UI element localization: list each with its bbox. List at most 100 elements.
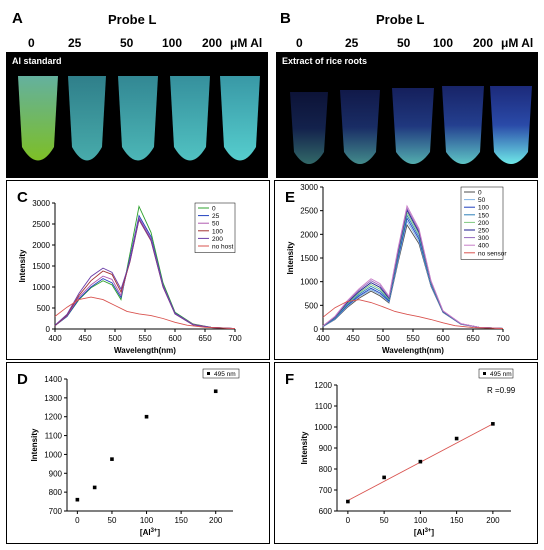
- conc-b-3: 100: [433, 36, 454, 50]
- photo-label-b: Extract of rice roots: [282, 56, 368, 66]
- y-tick-label-d: 900: [49, 469, 63, 478]
- legend-label-d: 495 nm: [214, 371, 236, 378]
- x-tick-label-e: 550: [406, 334, 420, 343]
- legend-box-e: [460, 186, 504, 260]
- data-point-d-2: [110, 457, 114, 461]
- legend-label-e-6: 300: [478, 235, 489, 242]
- y-tick-label-e: 500: [305, 301, 319, 310]
- tube-a-2: [118, 76, 158, 161]
- x-tick-label-d: 100: [140, 516, 154, 525]
- legend-label-c-4: 200: [212, 236, 223, 243]
- legend-label-e-1: 50: [478, 197, 486, 204]
- chart-panel-d: D 0 50 100 150 200 700 800 900 1000 1100 1200 1300 1…: [6, 362, 270, 544]
- x-tick-label-e: 450: [346, 334, 360, 343]
- x-axis-label-sup-f: 3+: [425, 528, 432, 534]
- chart-panel-c: C 400 450 500 550 600 650 700 0 500 1000 1500 2000 2…: [6, 180, 270, 360]
- scatter-chart-f: 0 50 100 150 200 600 700 800 900 1000 1100 1200 [Al3…: [300, 368, 516, 537]
- legend-label-e-0: 0: [478, 190, 482, 197]
- y-tick-label-d: 700: [49, 507, 63, 516]
- x-tick-label-f: 50: [380, 516, 389, 525]
- y-tick-label-d: 1400: [44, 375, 62, 384]
- y-tick-label-c: 2000: [32, 241, 50, 250]
- y-axis-label-c: Intensity: [18, 249, 27, 282]
- conc-a-3: 100: [162, 36, 183, 50]
- y-tick-label-c: 3000: [32, 199, 50, 208]
- legend-label-e-5: 250: [478, 228, 489, 235]
- y-axis-label-e: Intensity: [286, 241, 295, 274]
- conc-b-unit: μM Al: [501, 36, 534, 50]
- chart-panel-e: E 400 450 500 550 600 650 700 0 500 1000 1500 2000 2…: [274, 180, 538, 360]
- x-tick-label-c: 700: [228, 334, 242, 343]
- y-tick-label-c: 500: [37, 304, 51, 313]
- x-tick-label-d: 50: [108, 516, 117, 525]
- x-axis-label-f: [Al3+]: [414, 528, 435, 537]
- tube-b-3: [442, 86, 484, 164]
- y-tick-label-d: 1200: [44, 413, 62, 422]
- legend-label-e-4: 200: [478, 220, 489, 227]
- photo-rice-roots: Extract of rice roots: [276, 52, 538, 178]
- conc-b-2: 50: [397, 36, 411, 50]
- legend-label-e-3: 150: [478, 212, 489, 219]
- y-tick-label-d: 800: [49, 488, 63, 497]
- probe-title-a: Probe L: [108, 12, 157, 27]
- x-axis-label-e: Wavelength(nm): [382, 346, 444, 355]
- legend-label-e-8: no sensor: [478, 250, 507, 257]
- legend-label-c-2: 50: [212, 221, 220, 228]
- y-axis-label-f: Intensity: [300, 431, 309, 464]
- y-tick-label-e: 2500: [300, 207, 318, 216]
- data-point-f-4: [491, 422, 495, 426]
- x-tick-label-e: 600: [436, 334, 450, 343]
- y-tick-label-d: 1300: [44, 394, 62, 403]
- x-tick-label-f: 200: [486, 516, 500, 525]
- data-point-d-1: [92, 485, 97, 490]
- y-tick-label-c: 1000: [32, 283, 50, 292]
- data-point-d-0: [75, 497, 80, 502]
- data-point-f-1: [382, 475, 386, 480]
- x-tick-label-e: 650: [466, 334, 480, 343]
- x-tick-label-e: 700: [496, 334, 510, 343]
- series-line-e-7: [322, 204, 504, 329]
- tube-b-4: [490, 86, 532, 164]
- x-axis-label-sup-d: 3+: [151, 528, 158, 534]
- y-tick-label-e: 1500: [300, 254, 318, 263]
- x-tick-label-f: 150: [450, 516, 464, 525]
- tube-a-1: [68, 76, 106, 161]
- scatter-chart-d: 0 50 100 150 200 700 800 900 1000 1100 1200 1300 140…: [30, 368, 240, 537]
- panel-letter-a: A: [12, 10, 23, 27]
- panel-letter-c: C: [17, 189, 28, 206]
- series-line-e-8: [322, 299, 504, 329]
- y-tick-label-f: 900: [319, 444, 333, 453]
- x-tick-label-f: 0: [346, 516, 351, 525]
- y-tick-label-f: 1200: [314, 381, 332, 390]
- legend-marker-d: [207, 372, 210, 375]
- panel-letter-b: B: [280, 10, 291, 27]
- data-point-f-2: [418, 459, 423, 464]
- x-axis-label-d: [Al3+]: [140, 528, 161, 537]
- legend-label-c-0: 0: [212, 206, 216, 213]
- tube-a-0: [18, 76, 58, 161]
- x-tick-label-c: 550: [138, 334, 152, 343]
- x-axis-label-c: Wavelength(nm): [114, 346, 176, 355]
- x-tick-label-f: 100: [414, 516, 428, 525]
- conc-b-4: 200: [473, 36, 494, 50]
- y-tick-label-e: 2000: [300, 230, 318, 239]
- x-axis-label-end-f: ]: [431, 528, 434, 537]
- y-tick-label-d: 1000: [44, 450, 62, 459]
- panel-letter-d: D: [17, 371, 28, 388]
- y-tick-label-d: 1100: [45, 432, 63, 441]
- conc-a-unit: μM Al: [230, 36, 263, 50]
- x-tick-label-c: 600: [168, 334, 182, 343]
- y-tick-label-e: 0: [314, 325, 319, 334]
- y-tick-label-e: 3000: [300, 183, 318, 192]
- y-tick-label-f: 800: [319, 465, 333, 474]
- x-axis-label-end-d: ]: [157, 528, 160, 537]
- conc-b-1: 25: [345, 36, 359, 50]
- tube-b-0: [290, 92, 328, 164]
- y-axis-label-d: Intensity: [30, 428, 39, 461]
- spectrum-chart-e: 400 450 500 550 600 650 7000500100015002000250…: [286, 183, 510, 355]
- conc-a-4: 200: [202, 36, 223, 50]
- tube-drawing-a: [18, 76, 260, 161]
- data-point-d-4: [213, 389, 218, 394]
- legend-label-c-3: 100: [212, 228, 223, 235]
- legend-label-f: 495 nm: [490, 371, 512, 378]
